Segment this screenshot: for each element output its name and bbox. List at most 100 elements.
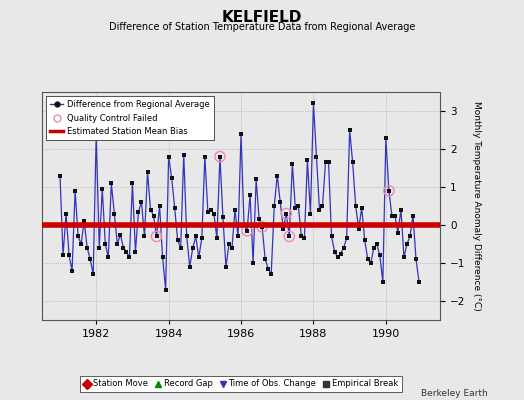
Point <box>98 186 106 192</box>
Point <box>201 153 209 160</box>
Y-axis label: Monthly Temperature Anomaly Difference (°C): Monthly Temperature Anomaly Difference (… <box>472 101 481 311</box>
Point <box>234 233 242 240</box>
Point <box>388 212 396 219</box>
Point <box>276 199 285 206</box>
Point <box>134 208 143 215</box>
Point <box>373 241 381 247</box>
Point <box>282 210 290 217</box>
Point <box>306 210 314 217</box>
Point <box>185 264 194 270</box>
Point <box>291 205 300 211</box>
Point <box>128 180 137 186</box>
Point <box>285 233 293 240</box>
Point <box>315 206 324 213</box>
Point <box>312 153 321 160</box>
Point <box>255 216 264 222</box>
Point <box>116 231 125 238</box>
Point <box>324 159 333 166</box>
Point <box>379 279 387 285</box>
Point <box>182 233 191 240</box>
Point <box>361 237 369 243</box>
Point <box>119 244 127 251</box>
Point <box>219 214 227 221</box>
Point <box>258 224 266 230</box>
Point <box>369 244 378 251</box>
Point <box>403 241 411 247</box>
Text: Difference of Station Temperature Data from Regional Average: Difference of Station Temperature Data f… <box>109 22 415 32</box>
Point <box>107 180 115 186</box>
Point <box>222 264 230 270</box>
Point <box>345 127 354 133</box>
Point <box>330 248 339 255</box>
Point <box>381 134 390 141</box>
Point <box>343 235 351 242</box>
Point <box>189 244 197 251</box>
Point <box>216 153 224 160</box>
Point <box>194 254 203 260</box>
Point <box>65 252 73 259</box>
Point <box>71 188 79 194</box>
Point <box>237 130 245 137</box>
Point <box>355 226 363 232</box>
Point <box>122 248 130 255</box>
Point <box>406 233 414 240</box>
Point <box>352 203 360 209</box>
Point <box>273 172 281 179</box>
Point <box>328 233 336 240</box>
Point <box>92 130 101 137</box>
Point <box>104 254 113 260</box>
Point <box>170 205 179 211</box>
Point <box>348 159 357 166</box>
Point <box>258 224 266 230</box>
Point <box>318 203 326 209</box>
Point <box>59 252 67 259</box>
Point <box>131 248 139 255</box>
Point <box>309 100 318 106</box>
Legend: Station Move, Record Gap, Time of Obs. Change, Empirical Break: Station Move, Record Gap, Time of Obs. C… <box>80 376 402 392</box>
Point <box>165 153 173 160</box>
Point <box>303 157 312 164</box>
Point <box>261 256 269 262</box>
Point <box>161 286 170 293</box>
Point <box>412 256 420 262</box>
Point <box>80 218 89 224</box>
Point <box>152 233 161 240</box>
Point <box>62 210 70 217</box>
Point <box>213 235 221 242</box>
Point <box>394 229 402 236</box>
Point <box>294 203 302 209</box>
Point <box>125 254 134 260</box>
Text: Berkeley Earth: Berkeley Earth <box>421 389 487 398</box>
Point <box>297 233 305 240</box>
Point <box>282 210 290 217</box>
Point <box>149 212 158 219</box>
Point <box>89 271 97 278</box>
Point <box>240 222 248 228</box>
Point <box>288 161 297 167</box>
Point <box>336 250 345 257</box>
Point <box>177 244 185 251</box>
Point <box>204 208 212 215</box>
Point <box>243 228 252 234</box>
Text: KELFIELD: KELFIELD <box>222 10 302 25</box>
Point <box>285 233 293 240</box>
Point <box>264 266 272 272</box>
Point <box>252 176 260 182</box>
Point <box>56 172 64 179</box>
Point <box>198 235 206 242</box>
Point <box>110 210 118 217</box>
Point <box>415 279 423 285</box>
Point <box>225 241 233 247</box>
Point <box>385 188 393 194</box>
Point <box>243 228 252 234</box>
Point <box>192 233 200 240</box>
Point <box>77 241 85 247</box>
Point <box>246 191 254 198</box>
Point <box>300 235 309 242</box>
Point <box>95 244 103 251</box>
Point <box>385 188 393 194</box>
Point <box>144 169 152 175</box>
Point <box>397 206 405 213</box>
Point <box>86 256 94 262</box>
Point <box>146 206 155 213</box>
